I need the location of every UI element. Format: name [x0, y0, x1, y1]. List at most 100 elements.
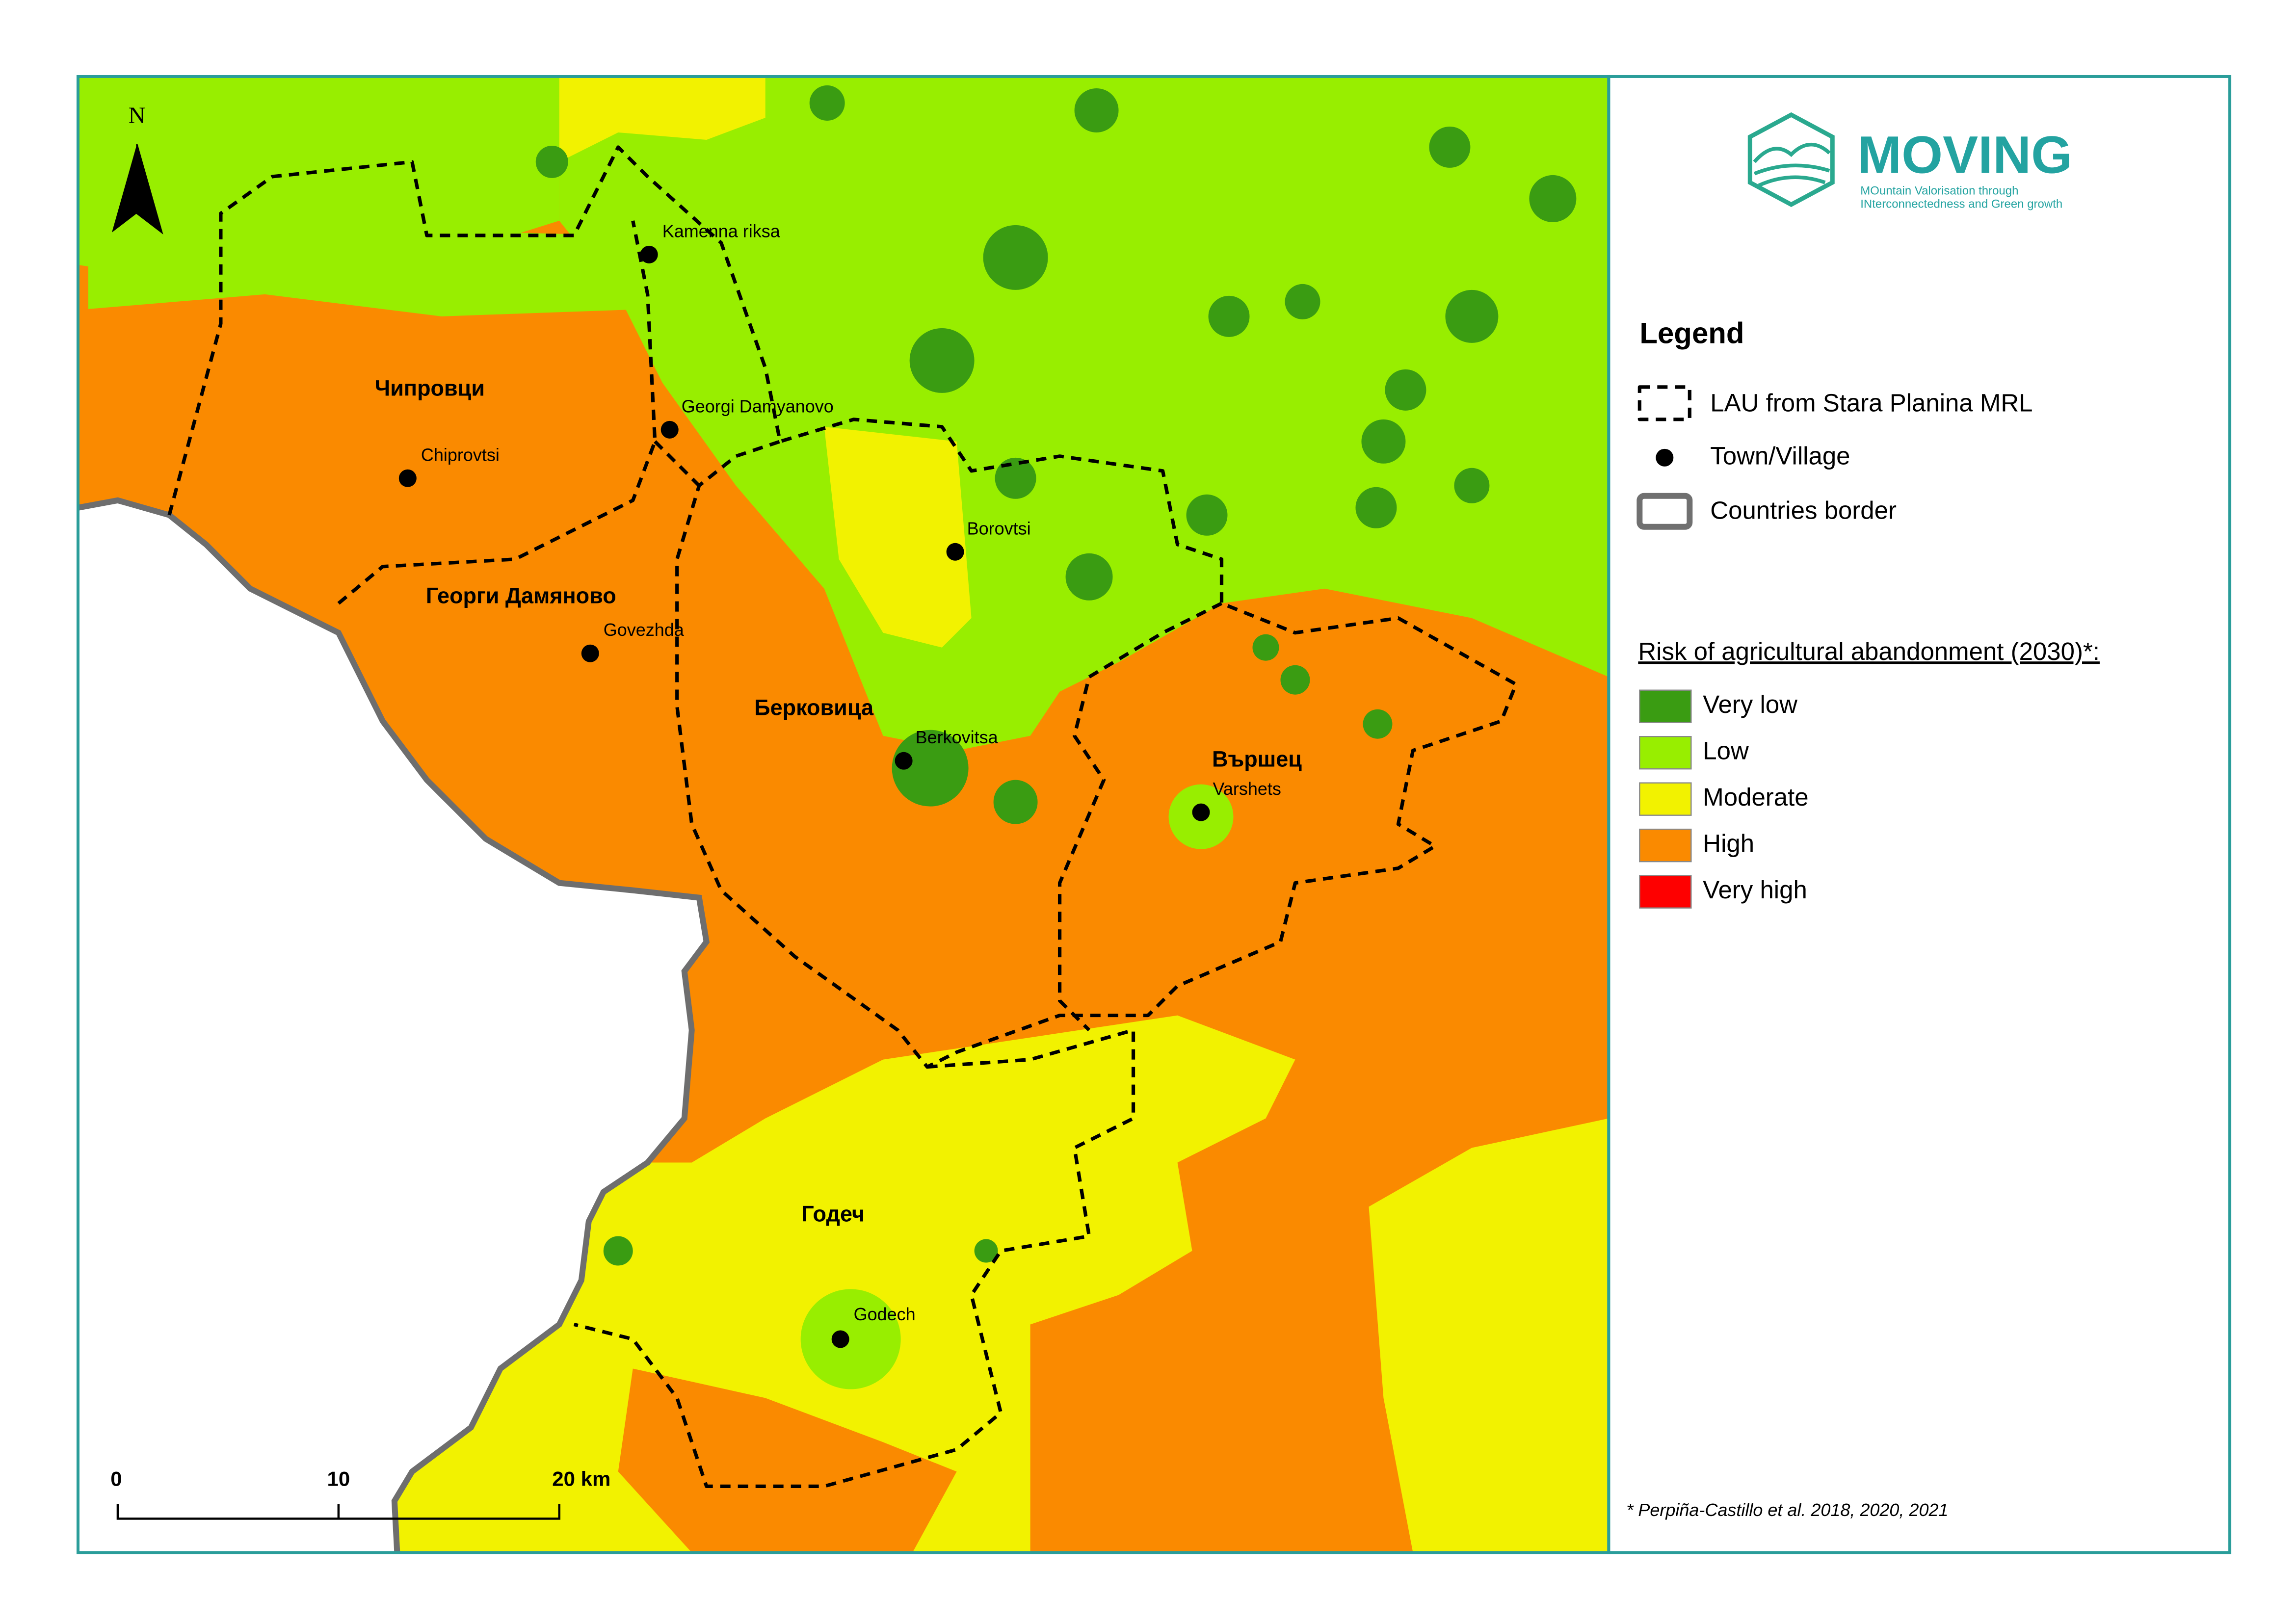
- town-label: Varshets: [1213, 779, 1281, 799]
- very-low-patch: [892, 730, 969, 807]
- legend-title: Legend: [1639, 317, 1744, 350]
- very-low-patch: [1429, 126, 1471, 168]
- source-note: * Perpiña-Castillo et al. 2018, 2020, 20…: [1626, 1500, 1948, 1520]
- very-low-patch: [909, 328, 975, 393]
- very-low-patch: [1355, 487, 1397, 528]
- town-dot: [946, 543, 964, 561]
- scale-bar: 0 10 20 km: [110, 1467, 610, 1520]
- logo-hexagon: [1747, 112, 1835, 208]
- very-low-patch: [1363, 709, 1393, 739]
- municipality-label: Вършец: [1212, 747, 1302, 772]
- legend-class-label: Very high: [1703, 876, 1807, 904]
- very-low-patch: [993, 780, 1038, 824]
- very-low-patch: [995, 457, 1036, 499]
- town-dot: [895, 752, 913, 770]
- legend-class-label: Moderate: [1703, 783, 1808, 811]
- municipality-label: Берковица: [754, 695, 874, 720]
- north-arrow-left: [111, 144, 137, 233]
- scale-line: [116, 1504, 561, 1520]
- lau-boundary: [573, 1028, 1135, 1488]
- town-dot: [581, 644, 599, 662]
- very-low-patch: [1208, 295, 1250, 337]
- town-dot: [660, 420, 679, 439]
- legend-class-label: Low: [1703, 737, 1749, 765]
- logo-tagline: MOuntain Valorisation through: [1860, 184, 2018, 197]
- town-label: Godech: [854, 1304, 916, 1324]
- very-low-patch: [1529, 175, 1577, 222]
- town-dot: [831, 1330, 849, 1348]
- legend-swatch: [1639, 828, 1692, 863]
- north-arrow-right: [136, 144, 163, 235]
- very-low-patch: [1280, 665, 1310, 695]
- legend-swatch: [1639, 875, 1692, 909]
- very-low-patch: [1361, 419, 1406, 464]
- town-label: Govezhda: [604, 620, 685, 640]
- very-low-patch: [1252, 634, 1279, 661]
- logo-mountains: [1753, 142, 1831, 187]
- moderate-area: [559, 76, 765, 162]
- town-label: Georgi Damyanovo: [682, 396, 834, 416]
- lau-boundary: [337, 220, 701, 605]
- legend-class-label: High: [1703, 830, 1754, 858]
- moderate-area: [394, 1015, 1295, 1553]
- map: Kamenna riksa Georgi Damyanovo Chiprovts…: [78, 76, 1609, 1553]
- very-low-patch: [1065, 553, 1113, 601]
- legend-item: LAU from Stara Planina MRL: [1710, 389, 2032, 417]
- very-low-patch: [1454, 468, 1490, 503]
- town-dot: [398, 469, 417, 487]
- town-label: Borovtsi: [967, 518, 1031, 538]
- legend-border-symbol: [1636, 493, 1693, 530]
- low-area: [88, 220, 648, 316]
- legend-classes: Very low Low Moderate High Very high: [1639, 689, 1809, 909]
- moderate-area: [824, 426, 972, 648]
- legend-swatch: [1639, 736, 1692, 770]
- legend-swatch: [1639, 689, 1692, 723]
- municipality-label: Годеч: [801, 1201, 865, 1226]
- risk-title: Risk of agricultural abandonment (2030)*…: [1638, 637, 2100, 665]
- very-low-patch: [983, 225, 1048, 290]
- legend-class-label: Very low: [1703, 690, 1797, 718]
- scale-label: 10: [327, 1467, 350, 1490]
- municipality-label: Чипровци: [375, 376, 485, 401]
- country-border: [78, 497, 710, 1553]
- very-low-patch: [1445, 289, 1499, 343]
- lau-boundary: [1057, 602, 1223, 1032]
- logo: MOVING MOuntain Valorisation through INt…: [1747, 112, 2072, 210]
- legend-frame: [1607, 75, 2232, 1554]
- scale-label: 20 km: [552, 1467, 610, 1490]
- logo-title: MOVING: [1857, 125, 2072, 184]
- very-low-patch: [603, 1236, 633, 1266]
- low-area: [800, 1289, 901, 1389]
- town-label: Chiprovtsi: [421, 445, 500, 465]
- legend-swatch: [1639, 782, 1692, 816]
- municipalities: Чипровци Георги Дамяново Берковица Върше…: [375, 376, 1302, 1227]
- scale-label: 0: [110, 1467, 122, 1490]
- very-low-patch: [535, 145, 568, 178]
- very-low-patch: [1186, 494, 1228, 536]
- legend-item: Countries border: [1710, 496, 1897, 524]
- north-arrow: N: [111, 103, 163, 235]
- very-low-patches: [535, 85, 1577, 1266]
- north-label: N: [129, 103, 146, 129]
- municipality-label: Георги Дамяново: [426, 583, 616, 608]
- very-low-patch: [1074, 88, 1119, 132]
- town-dot: [640, 245, 658, 263]
- logo-tagline: INterconnectedness and Green growth: [1860, 197, 2062, 210]
- very-low-patch: [974, 1239, 998, 1263]
- legend-item: Town/Village: [1710, 442, 1850, 470]
- very-low-patch: [809, 85, 845, 121]
- very-low-patch: [1385, 369, 1426, 411]
- canvas: Kamenna riksa Georgi Damyanovo Chiprovts…: [76, 75, 2232, 1554]
- legend-lau-symbol: [1637, 385, 1691, 421]
- high-area: [618, 1368, 957, 1553]
- town-label: Berkovitsa: [916, 727, 999, 747]
- low-area: [559, 76, 1609, 751]
- town-dot: [1192, 803, 1210, 821]
- moderate-area: [1369, 1118, 1609, 1553]
- town-label: Kamenna riksa: [662, 221, 781, 241]
- lau-boundary: [167, 145, 1518, 1069]
- very-low-patch: [1285, 284, 1320, 319]
- legend-town-symbol: [1656, 448, 1674, 467]
- towns: Kamenna riksa Georgi Damyanovo Chiprovts…: [398, 221, 1281, 1348]
